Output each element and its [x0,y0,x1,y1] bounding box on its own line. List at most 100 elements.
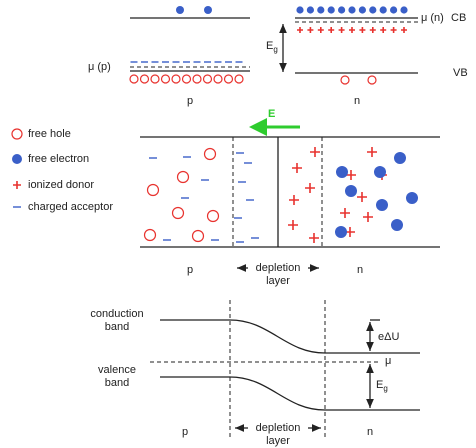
p-label: p [182,426,188,438]
vb-label: VB [453,67,468,79]
eg-label: Eg [266,40,278,54]
donor [338,27,345,33]
mu-label: μ [385,355,391,367]
electron [317,6,325,14]
valence-band-line [160,376,420,411]
electron [390,6,398,14]
donor [369,27,376,33]
donor [309,233,319,243]
electron [400,6,408,14]
p-label: p [187,264,193,276]
eg-sub: g [273,45,277,54]
electron [406,192,418,204]
electron [358,6,366,14]
cb-label: CB [451,12,466,24]
hole [11,128,23,140]
donor [357,192,367,202]
electron [204,6,212,14]
valence-label: valence [98,364,136,376]
donor [340,208,350,218]
legend-item: free hole [28,128,71,140]
hole [181,74,192,84]
donor [288,220,298,230]
hole [340,75,350,85]
legend-item: free electron [28,153,89,165]
hole [176,170,190,184]
conduction-band-line [160,319,420,354]
legend-item: charged acceptor [28,201,113,213]
electron [391,219,403,231]
electron [376,199,388,211]
hole [146,183,160,197]
hole [191,229,205,243]
donor [297,27,303,33]
hole [139,74,150,84]
hole [367,75,377,85]
legend-item: ionized donor [28,179,94,191]
hole [234,74,244,84]
layer-label: layer [266,275,290,287]
p-label: p [187,95,193,107]
eg-label: Eg [376,379,388,393]
donor [349,27,355,33]
donor [317,27,324,33]
electron [345,185,357,197]
donor [310,147,320,157]
eg-sub: g [383,384,387,393]
donor [359,27,366,33]
donor [289,195,299,205]
donor [328,27,335,33]
electron [12,154,22,164]
donor [346,170,356,180]
conduction-label: conduction [90,308,143,320]
hole [171,206,185,220]
donor [13,181,21,189]
field-label: E [268,108,275,120]
depletion-label: depletion [256,262,301,274]
electron [176,6,184,14]
donor [307,27,314,33]
electron [394,152,406,164]
electron [369,6,377,14]
band-label: band [105,321,129,333]
n-label: n [357,264,363,276]
electron [335,226,347,238]
electron [306,6,314,14]
mu-n-label: μ (n) [421,12,444,24]
hole [203,147,217,161]
eg-main: E [266,40,273,52]
edu-label: eΔU [378,331,399,343]
electron [327,6,335,14]
n-label: n [367,426,373,438]
depletion-label: depletion [256,422,301,434]
band-label: band [105,377,129,389]
donor [367,147,377,157]
donor [401,27,407,33]
n-label: n [354,95,360,107]
donor [380,27,387,33]
mu-p-label: μ (p) [88,61,111,73]
electron [336,166,348,178]
electron [379,6,387,14]
electron [348,6,356,14]
layer-label: layer [266,435,290,447]
hole [150,74,160,84]
decorations [11,6,440,440]
hole [192,74,202,84]
hole [160,74,171,84]
electron [374,166,386,178]
eg-main: E [376,379,383,391]
donor [363,212,373,222]
donor [292,163,302,173]
electron [338,6,346,14]
hole [143,228,157,242]
hole [206,209,220,223]
hole [213,74,223,84]
electron [296,6,304,14]
hole [223,74,234,84]
donor [390,27,397,33]
hole [129,74,139,84]
hole [171,74,181,84]
donor [305,183,315,193]
